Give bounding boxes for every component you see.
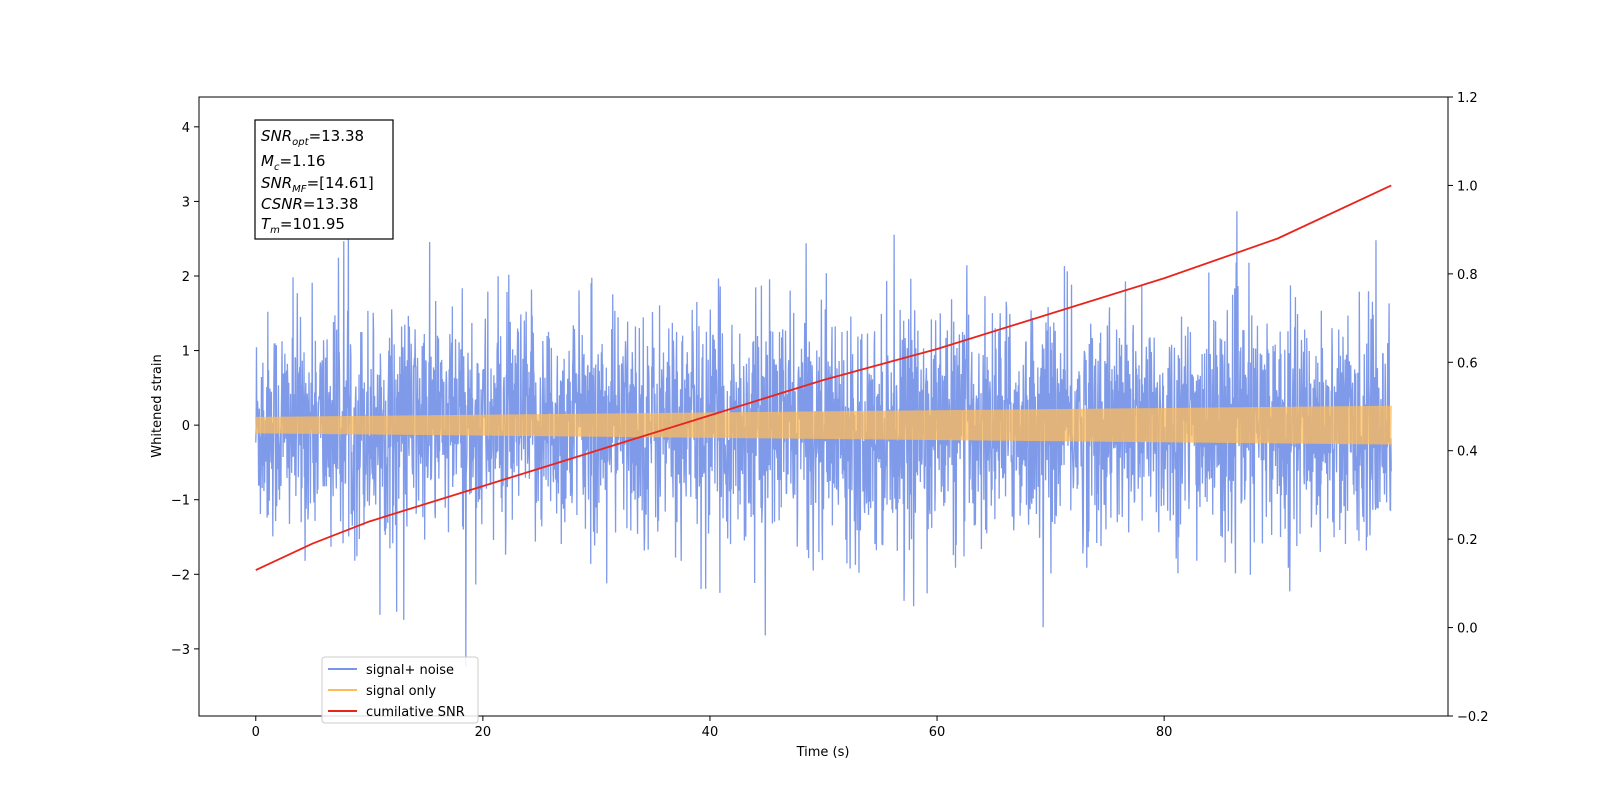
y-tick-label: 3 [182, 195, 190, 210]
y-tick-label: −1 [171, 494, 190, 509]
legend-frame [321, 656, 479, 724]
x-tick-label: 40 [702, 725, 719, 740]
x-tick-label: 20 [475, 725, 492, 740]
info-line: CSNR=13.38 [261, 195, 358, 213]
y2-tick-label: −0.2 [1457, 710, 1489, 725]
y2-tick-label: 1.0 [1457, 179, 1478, 194]
y2-tick-label: 1.2 [1457, 91, 1478, 106]
y2-tick-label: 0.0 [1457, 622, 1478, 637]
legend-label: signal+ noise [366, 663, 454, 678]
x-axis-label: Time (s) [796, 745, 850, 760]
y-tick-label: 2 [182, 270, 190, 285]
y2-tick-label: 0.2 [1457, 533, 1478, 548]
y-axis-label: Whitened strain [150, 354, 165, 457]
y-axis-right: −0.2 0.0 0.2 0.4 0.6 0.8 1.0 1.2 [1448, 91, 1489, 725]
y-tick-label: 0 [182, 419, 190, 434]
x-axis: 0 20 40 60 80 [252, 716, 1173, 740]
y-tick-label: 4 [182, 121, 190, 136]
series-layer [255, 184, 1392, 667]
x-tick-label: 80 [1156, 725, 1173, 740]
info-line: Tm=101.95 [261, 215, 345, 236]
info-line: SNRopt=13.38 [261, 127, 364, 148]
x-tick-label: 60 [929, 725, 946, 740]
info-box: SNRopt=13.38 Mc=1.16SNRMF=[14.61]CSNR=13.… [254, 119, 394, 240]
y-tick-label: −2 [171, 568, 190, 583]
info-line: SNRMF=[14.61] [261, 174, 374, 195]
info-box-frame [254, 119, 394, 240]
series-signal-noise [255, 211, 1392, 667]
legend: signal+ noise signal only cumilative SNR [321, 656, 479, 724]
legend-label: signal only [366, 684, 436, 699]
y2-tick-label: 0.6 [1457, 356, 1478, 371]
y2-tick-label: 0.4 [1457, 445, 1478, 460]
y2-tick-label: 0.8 [1457, 268, 1478, 283]
y-tick-label: −3 [171, 643, 190, 658]
y-axis-left: −3 −2 −1 0 1 2 3 4 [171, 121, 199, 658]
x-tick-label: 0 [252, 725, 260, 740]
series-cumulative-snr [255, 184, 1392, 571]
legend-label: cumilative SNR [366, 705, 465, 720]
y-tick-label: 1 [182, 345, 190, 360]
info-line: Mc=1.16 [261, 152, 325, 173]
plot-frame [198, 96, 1449, 717]
series-signal-only [255, 405, 1392, 445]
